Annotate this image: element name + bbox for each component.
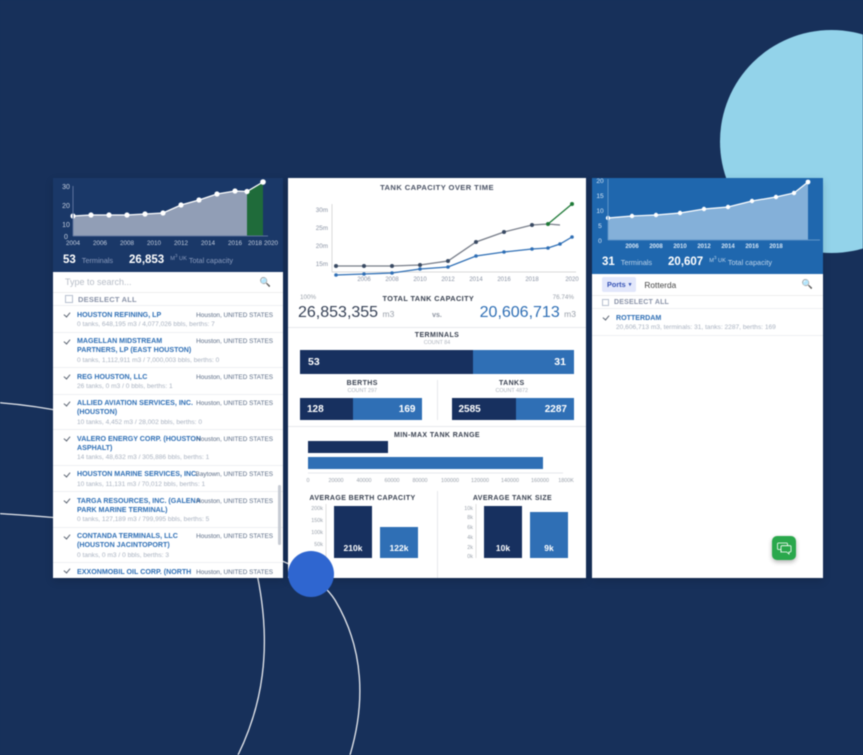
svg-text:2010: 2010 <box>147 240 162 247</box>
svg-text:9k: 9k <box>544 543 554 553</box>
svg-text:140000: 140000 <box>501 478 519 484</box>
svg-text:160000: 160000 <box>531 478 549 484</box>
svg-text:2016: 2016 <box>228 240 243 247</box>
svg-text:2018: 2018 <box>248 240 263 247</box>
svg-text:2014: 2014 <box>469 277 483 283</box>
svg-text:2008: 2008 <box>385 277 399 283</box>
svg-text:25m: 25m <box>316 225 328 232</box>
svg-text:10: 10 <box>62 222 70 229</box>
svg-text:6k: 6k <box>467 525 473 531</box>
svg-text:2012: 2012 <box>174 240 189 247</box>
svg-text:20m: 20m <box>316 243 328 250</box>
svg-text:200k: 200k <box>311 506 323 512</box>
svg-text:15m: 15m <box>316 261 328 268</box>
svg-text:4k: 4k <box>467 535 473 541</box>
svg-text:0: 0 <box>307 478 310 484</box>
svg-text:8k: 8k <box>467 515 473 521</box>
svg-text:120000: 120000 <box>471 478 489 484</box>
svg-text:20000: 20000 <box>329 478 344 484</box>
svg-text:30m: 30m <box>316 207 328 214</box>
svg-text:2010: 2010 <box>673 244 687 250</box>
svg-text:2010: 2010 <box>413 277 427 283</box>
svg-text:2014: 2014 <box>201 240 216 247</box>
svg-text:122k: 122k <box>390 543 409 553</box>
svg-text:2018: 2018 <box>769 244 783 250</box>
svg-text:30: 30 <box>62 184 70 191</box>
svg-text:2008: 2008 <box>120 240 135 247</box>
svg-text:1800K: 1800K <box>558 478 574 484</box>
svg-text:0k: 0k <box>467 554 473 560</box>
svg-text:2020: 2020 <box>264 240 279 247</box>
svg-text:10k: 10k <box>464 506 473 512</box>
svg-text:2016: 2016 <box>497 277 511 283</box>
svg-text:80000: 80000 <box>413 478 428 484</box>
svg-text:5: 5 <box>598 223 602 230</box>
svg-text:2006: 2006 <box>93 240 108 247</box>
svg-text:100000: 100000 <box>441 478 459 484</box>
svg-text:2016: 2016 <box>745 244 759 250</box>
svg-text:2006: 2006 <box>357 277 371 283</box>
svg-text:20: 20 <box>596 178 604 185</box>
svg-text:50k: 50k <box>314 542 323 548</box>
svg-text:2018: 2018 <box>525 277 539 283</box>
svg-text:2008: 2008 <box>649 244 663 250</box>
svg-text:2012: 2012 <box>441 277 455 283</box>
svg-text:10k: 10k <box>496 543 510 553</box>
svg-text:150k: 150k <box>311 518 323 524</box>
svg-text:60000: 60000 <box>385 478 400 484</box>
svg-text:2004: 2004 <box>66 240 81 247</box>
svg-text:2020: 2020 <box>565 277 579 283</box>
svg-text:40000: 40000 <box>357 478 372 484</box>
svg-text:0: 0 <box>598 238 602 245</box>
svg-text:2014: 2014 <box>721 244 735 250</box>
svg-text:20: 20 <box>62 203 70 210</box>
svg-text:100k: 100k <box>311 530 323 536</box>
svg-text:15: 15 <box>596 193 604 200</box>
svg-text:10: 10 <box>596 208 604 215</box>
svg-text:2k: 2k <box>467 545 473 551</box>
svg-text:2012: 2012 <box>697 244 711 250</box>
svg-text:2006: 2006 <box>625 244 639 250</box>
svg-text:210k: 210k <box>344 543 363 553</box>
